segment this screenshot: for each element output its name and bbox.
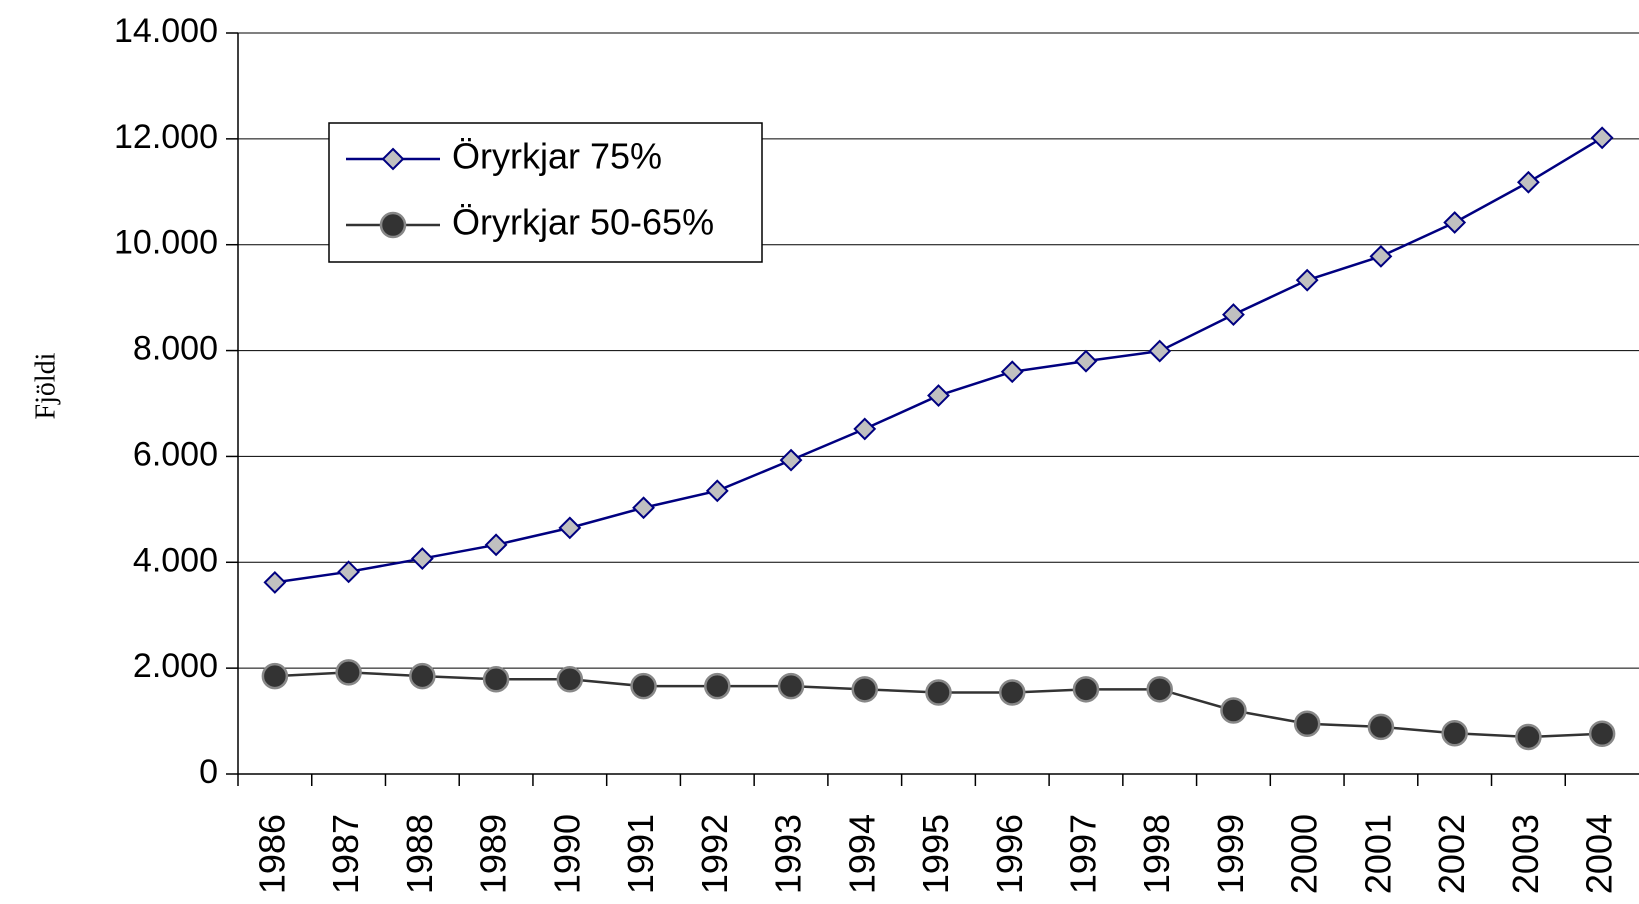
x-tick-label: 2001: [1357, 814, 1398, 894]
x-tick-label: 2003: [1505, 814, 1546, 894]
x-tick-label: 2002: [1431, 814, 1472, 894]
data-point: [998, 679, 1026, 706]
x-tick-label: 1990: [546, 814, 587, 894]
data-point: [704, 672, 731, 700]
x-tick-label: 1992: [694, 814, 735, 894]
data-point: [705, 479, 729, 503]
legend-marker: [379, 211, 407, 239]
data-point: [779, 448, 803, 472]
data-point: [1516, 170, 1540, 194]
data-point: [482, 666, 510, 693]
data-point: [632, 496, 655, 520]
x-tick-label: 1987: [325, 814, 366, 894]
y-tick-label: 0: [199, 753, 218, 791]
x-tick-label: 1991: [620, 814, 661, 894]
x-tick-label: 1998: [1136, 814, 1177, 894]
x-tick-label: 1996: [989, 814, 1030, 894]
x-tick-label: 1997: [1062, 814, 1103, 894]
y-tick-label: 6.000: [133, 435, 218, 473]
data-point: [1222, 303, 1245, 326]
data-point: [337, 560, 361, 584]
x-tick-label: 1986: [251, 814, 292, 894]
data-point: [409, 662, 436, 690]
data-point: [1590, 126, 1614, 150]
y-tick-label: 4.000: [133, 541, 218, 579]
x-tick-label: 2004: [1579, 814, 1620, 894]
data-point: [853, 417, 877, 441]
legend-marker: [381, 147, 405, 171]
data-point: [851, 676, 879, 703]
data-point: [630, 672, 657, 700]
data-point: [1072, 676, 1100, 703]
data-point: [484, 533, 508, 557]
legend-label: Öryrkjar 75%: [452, 136, 662, 177]
legend-label: Öryrkjar 50-65%: [452, 202, 714, 243]
y-tick-label: 14.000: [114, 12, 218, 50]
data-point: [263, 570, 287, 594]
data-point: [261, 662, 289, 690]
data-point: [558, 516, 582, 540]
x-tick-label: 1999: [1210, 814, 1251, 894]
data-point: [1074, 349, 1098, 373]
data-point: [335, 659, 362, 686]
legend-box: [328, 122, 763, 263]
data-point: [1220, 697, 1247, 724]
data-point: [1148, 339, 1172, 363]
data-point: [925, 679, 952, 706]
x-tick-label: 1989: [473, 814, 514, 894]
x-tick-label: 1994: [841, 814, 882, 894]
x-tick-label: 1988: [399, 814, 440, 894]
data-point: [1295, 268, 1319, 292]
data-point: [556, 666, 584, 693]
data-point: [1369, 244, 1393, 268]
data-point: [410, 547, 434, 570]
y-tick-label: 12.000: [114, 118, 218, 156]
data-point: [777, 672, 805, 700]
y-tick-label: 10.000: [114, 224, 218, 262]
data-point: [1441, 719, 1468, 747]
x-tick-label: 2000: [1284, 814, 1325, 894]
y-tick-label: 8.000: [133, 330, 218, 368]
data-point: [1367, 713, 1395, 741]
y-tick-label: 2.000: [133, 647, 218, 685]
data-point: [1000, 360, 1024, 384]
data-point: [1588, 720, 1616, 748]
data-point: [1293, 710, 1321, 737]
data-point: [1443, 211, 1467, 234]
data-point: [1146, 676, 1173, 703]
x-tick-label: 1995: [915, 814, 956, 894]
data-point: [1515, 723, 1542, 751]
x-tick-label: 1993: [768, 814, 809, 894]
data-point: [927, 384, 950, 407]
y-axis-label: Fjöldi: [30, 352, 61, 419]
